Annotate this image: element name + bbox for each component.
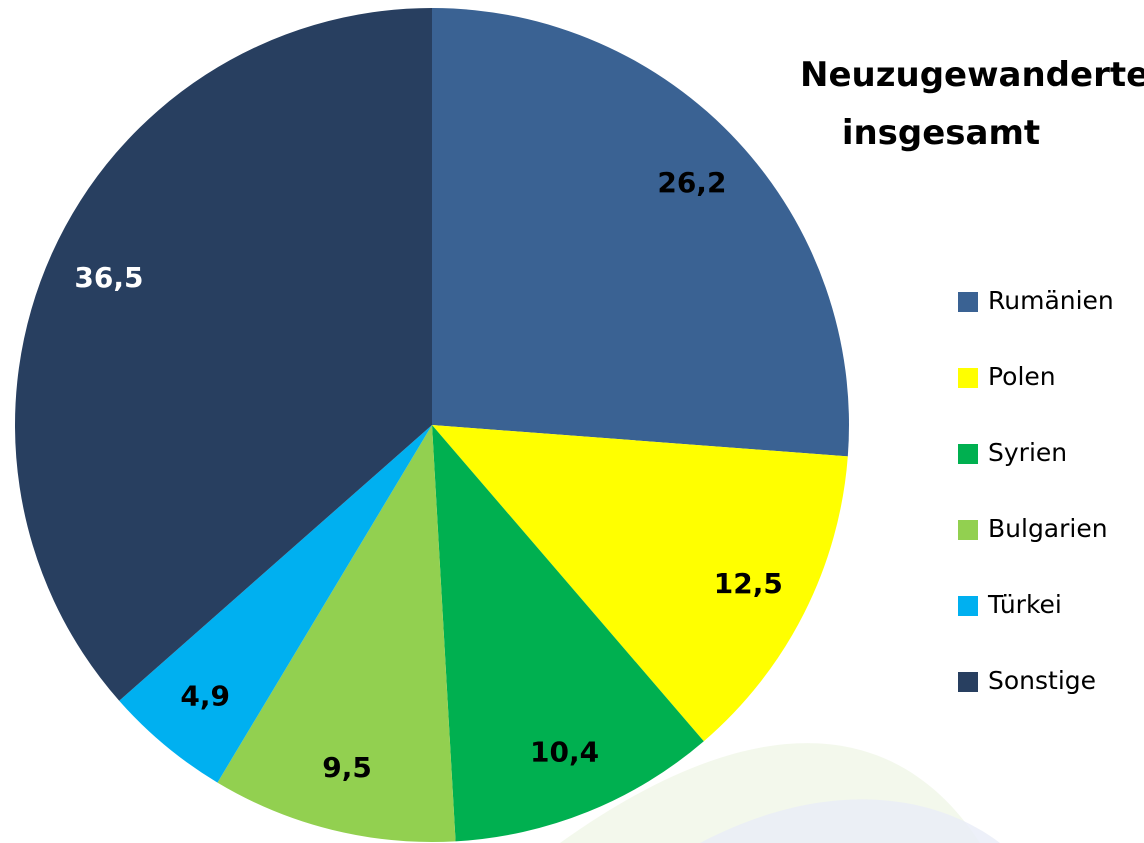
pie-slice bbox=[217, 425, 456, 843]
pie-slice bbox=[432, 425, 704, 842]
legend-swatch bbox=[958, 292, 978, 312]
data-label: 12,5 bbox=[714, 567, 783, 600]
legend-label: Rumänien bbox=[988, 286, 1114, 315]
data-label: 26,2 bbox=[657, 166, 726, 199]
legend-swatch bbox=[958, 368, 978, 388]
data-label: 10,4 bbox=[530, 736, 599, 769]
background-swoosh bbox=[700, 799, 1000, 843]
legend-swatch bbox=[958, 520, 978, 540]
legend-swatch bbox=[958, 596, 978, 616]
legend-swatch bbox=[958, 672, 978, 692]
pie-slice bbox=[15, 8, 433, 701]
legend-label: Syrien bbox=[988, 438, 1067, 467]
legend-label: Sonstige bbox=[988, 666, 1096, 695]
data-label: 4,9 bbox=[180, 679, 230, 712]
chart-title: Neuzugewanderte insgesamt bbox=[800, 55, 1144, 153]
pie-slice bbox=[432, 8, 849, 457]
legend-label: Bulgarien bbox=[988, 514, 1108, 543]
legend-label: Türkei bbox=[987, 590, 1062, 619]
legend-swatch bbox=[958, 444, 978, 464]
legend-label: Polen bbox=[988, 362, 1056, 391]
data-label: 9,5 bbox=[322, 751, 372, 784]
data-label: 36,5 bbox=[74, 261, 143, 294]
pie-slice bbox=[432, 425, 848, 742]
pie-slice bbox=[119, 425, 433, 783]
